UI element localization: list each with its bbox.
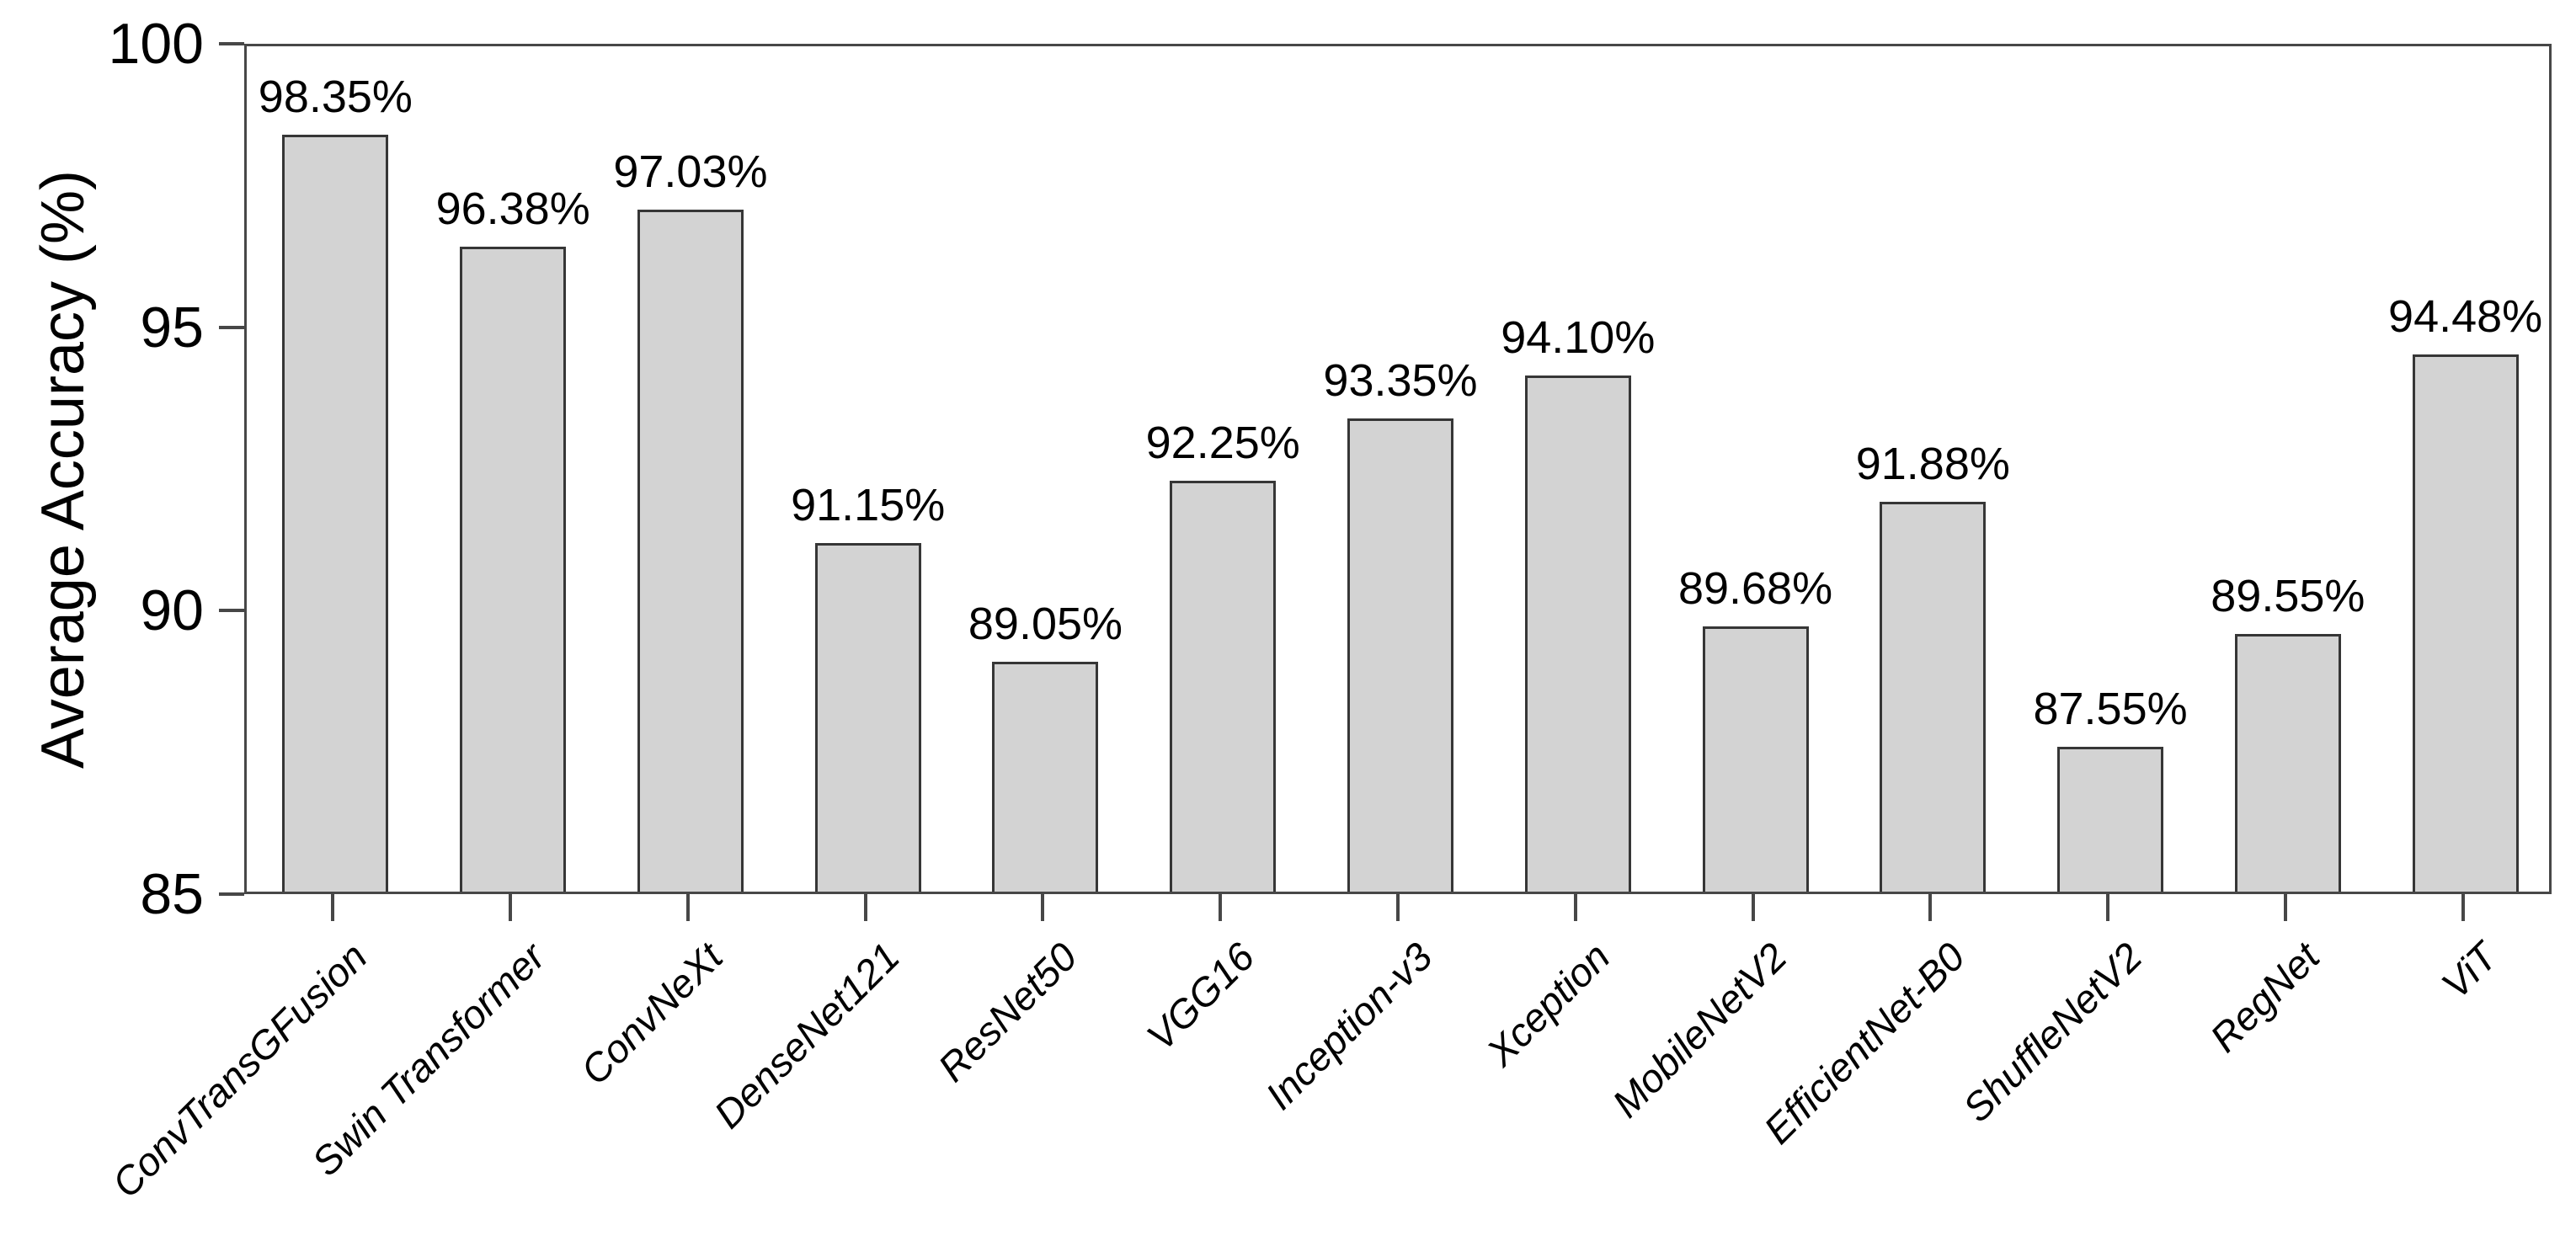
bar-vgg16	[1170, 480, 1277, 892]
bar-value-label: 94.10%	[1501, 312, 1656, 364]
y-tick-label: 95	[140, 295, 204, 360]
x-tick	[331, 894, 335, 921]
bar-value-label: 93.35%	[1323, 354, 1478, 406]
bar-mobilenetv2	[1702, 626, 1809, 892]
bar-value-label: 87.55%	[2033, 684, 2188, 735]
x-tick	[1396, 894, 1400, 921]
bar-xception	[1524, 376, 1631, 892]
x-tick-label: MobileNetV2	[1603, 934, 1796, 1127]
x-tick-label: Xception	[1477, 934, 1619, 1075]
y-tick-label: 85	[140, 862, 204, 926]
y-tick	[219, 42, 244, 45]
x-tick	[2106, 894, 2110, 921]
x-tick	[1219, 894, 1223, 921]
x-tick	[1751, 894, 1755, 921]
bar-swin-transformer	[460, 246, 567, 892]
bar-densenet121	[814, 542, 921, 892]
x-tick	[509, 894, 513, 921]
bar-efficientnet-b0	[1880, 501, 1987, 892]
bar-value-label: 94.48%	[2388, 290, 2543, 342]
bar-inception-v3	[1347, 418, 1453, 892]
bar-shufflenetv2	[2057, 747, 2164, 892]
bar-value-label: 91.15%	[791, 479, 946, 530]
x-tick	[863, 894, 867, 921]
y-tick	[219, 609, 244, 613]
plot-area: 98.35% 96.38% 97.03% 91.15% 89.05% 92.25% 93.3…	[244, 44, 2552, 894]
bar-value-label: 91.88%	[1855, 438, 2010, 489]
x-tick-label: ViT	[2432, 934, 2506, 1008]
bar-convtransgfusion	[282, 135, 389, 892]
x-tick	[1928, 894, 1933, 921]
x-tick-label: DenseNet121	[705, 934, 909, 1137]
bar-convnext	[637, 209, 744, 892]
y-axis-title: Average Accuracy (%)	[29, 169, 97, 769]
x-tick-label: ShuffleNetV2	[1954, 934, 2151, 1131]
x-tick-label: Inception-v3	[1256, 934, 1441, 1118]
bar-value-label: 97.03%	[613, 146, 768, 197]
x-tick-label: VGG16	[1138, 934, 1263, 1059]
bar-value-label: 89.05%	[968, 599, 1123, 650]
x-tick-label: ConvNeXt	[571, 934, 731, 1094]
y-tick	[219, 325, 244, 329]
bar-vit	[2412, 354, 2519, 892]
x-tick	[1041, 894, 1045, 921]
bar-value-label: 92.25%	[1145, 417, 1300, 468]
x-tick-label: RegNet	[2201, 934, 2328, 1061]
x-tick	[2461, 894, 2465, 921]
y-tick	[219, 892, 244, 896]
x-tick	[685, 894, 690, 921]
bar-regnet	[2234, 633, 2341, 892]
bar-value-label: 98.35%	[258, 72, 413, 123]
bar-value-label: 89.68%	[1677, 562, 1833, 614]
y-tick-label: 100	[108, 12, 204, 76]
bar-value-label: 96.38%	[435, 183, 590, 234]
bar-value-label: 89.55%	[2211, 570, 2365, 621]
x-tick-label: ResNet50	[929, 934, 1086, 1090]
x-tick	[2283, 894, 2287, 921]
bar-resnet50	[992, 662, 1099, 892]
y-tick-label: 90	[140, 578, 204, 643]
x-tick	[1573, 894, 1577, 921]
